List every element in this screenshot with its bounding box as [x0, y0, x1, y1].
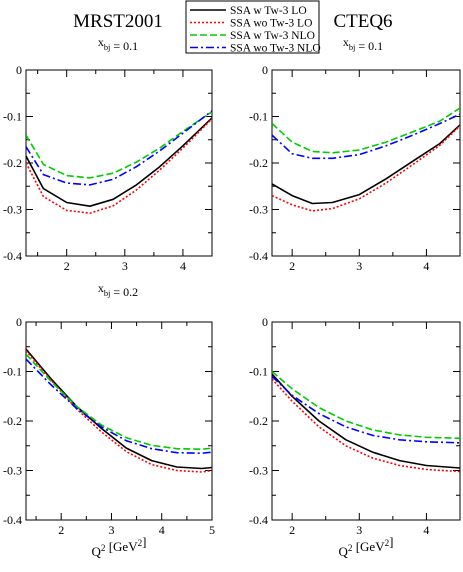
y-tick-label: -0.3 — [249, 203, 268, 217]
y-tick-label: -0.3 — [3, 464, 22, 478]
series-line — [26, 353, 212, 451]
right-title: CTEQ6 — [333, 11, 392, 32]
series-line — [272, 378, 460, 473]
panel-bottom-right: 0 -0.1 -0.2 -0.3 -0.4 2 3 4 Q2 [GeV2] — [249, 315, 461, 559]
y-tick-label: 0 — [16, 315, 22, 329]
series-line — [26, 111, 212, 179]
series-line — [26, 350, 212, 473]
x-tick-label: 4 — [159, 523, 165, 537]
legend-label: SSA w Tw-3 NLO — [230, 30, 315, 42]
x-tick-label: 3 — [356, 259, 362, 273]
y-tick-label: 0 — [262, 315, 268, 329]
plot-frame — [271, 321, 461, 521]
y-tick-label: -0.1 — [3, 110, 22, 124]
y-tick-label: -0.4 — [3, 513, 22, 527]
series-line — [26, 110, 212, 186]
panel-top-left: 0 -0.1 -0.2 -0.3 -0.4 2 3 4 xbj = 0.1 — [3, 35, 213, 273]
y-tick-label: -0.2 — [3, 414, 22, 428]
panel-annotation: xbj = 0.1 — [98, 35, 138, 53]
y-tick-label: -0.3 — [3, 203, 22, 217]
legend-label: SSA wo Tw-3 LO — [230, 18, 312, 30]
series-group — [272, 370, 460, 473]
legend-label: SSA w Tw-3 LO — [230, 5, 307, 17]
x-tick-label: 2 — [289, 259, 295, 273]
y-tick-label: -0.1 — [249, 110, 268, 124]
panel-annotation: xbj = 0.1 — [343, 35, 383, 53]
series-line — [272, 107, 460, 154]
x-tick-label: 3 — [108, 523, 114, 537]
series-line — [272, 124, 460, 205]
panel-annotation: xbj = 0.2 — [98, 281, 138, 299]
x-tick-label: 4 — [423, 259, 429, 273]
plot-frame — [271, 69, 461, 257]
x-tick-label: 3 — [122, 259, 128, 273]
x-axis-label: Q2 [GeV2] — [339, 534, 394, 559]
y-tick-label: -0.3 — [249, 464, 268, 478]
series-line — [26, 118, 212, 214]
series-line — [26, 117, 212, 207]
series-group — [272, 107, 460, 212]
legend-entry: SSA wo Tw-3 LO — [190, 18, 312, 30]
series-line — [272, 370, 460, 440]
x-tick-label: 3 — [356, 523, 362, 537]
legend-entry: SSA w Tw-3 NLO — [190, 30, 315, 42]
series-line — [272, 113, 460, 160]
x-tick-label: 4 — [423, 523, 429, 537]
series-line — [272, 125, 460, 212]
left-title: MRST2001 — [73, 11, 163, 32]
y-tick-label: -0.1 — [3, 365, 22, 379]
panel-top-right: 0 -0.1 -0.2 -0.3 -0.4 2 3 4 xbj = 0.1 — [249, 35, 461, 273]
y-tick-label: -0.4 — [249, 249, 268, 263]
x-tick-label: 2 — [58, 523, 64, 537]
x-axis-label: Q2 [GeV2] — [92, 534, 147, 559]
x-tick-label: 2 — [64, 259, 70, 273]
plot-frame — [25, 69, 213, 257]
series-group — [26, 110, 212, 214]
series-group — [26, 348, 212, 473]
series-line — [26, 358, 212, 455]
plot-frame — [25, 321, 213, 521]
x-tick-label: 4 — [180, 259, 186, 273]
y-tick-label: -0.2 — [249, 414, 268, 428]
y-tick-label: 0 — [16, 63, 22, 77]
y-tick-label: -0.1 — [249, 365, 268, 379]
y-tick-label: -0.2 — [249, 156, 268, 170]
x-tick-label: 5 — [209, 523, 215, 537]
legend-entry: SSA wo Tw-3 NLO — [190, 43, 321, 55]
legend-label: SSA wo Tw-3 NLO — [230, 43, 321, 55]
y-tick-label: -0.2 — [3, 156, 22, 170]
y-tick-label: -0.4 — [3, 249, 22, 263]
series-line — [26, 348, 212, 470]
legend-entry: SSA w Tw-3 LO — [190, 5, 307, 17]
series-line — [272, 373, 460, 469]
series-line — [272, 375, 460, 444]
panel-bottom-left: 0 -0.1 -0.2 -0.3 -0.4 2 3 4 5 xbj = 0.2 Q2 [GeV2] — [3, 281, 215, 559]
y-tick-label: 0 — [262, 63, 268, 77]
y-tick-label: -0.4 — [249, 513, 268, 527]
x-tick-label: 2 — [289, 523, 295, 537]
